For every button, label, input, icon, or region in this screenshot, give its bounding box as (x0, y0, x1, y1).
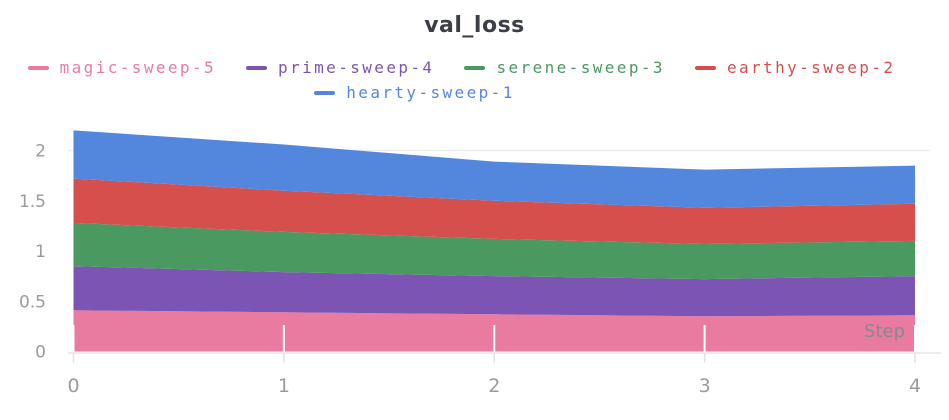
legend-item-earthy-sweep-2[interactable]: earthy-sweep-2 (694, 58, 896, 77)
area-prime-sweep-4 (73, 266, 915, 317)
x-tick-label: 1 (278, 375, 290, 397)
x-tick-label: 2 (488, 375, 500, 397)
legend-label: hearty-sweep-1 (346, 83, 515, 102)
area-hearty-sweep-1 (73, 130, 915, 208)
x-axis-title: Step (864, 321, 905, 342)
legend-label: earthy-sweep-2 (726, 58, 896, 77)
x-tick-label: 4 (909, 375, 921, 397)
legend-line-swatch-icon (27, 65, 49, 70)
chart-title: val_loss (424, 13, 525, 38)
legend-line-swatch-icon (246, 65, 268, 70)
legend-line-swatch-icon (464, 65, 486, 70)
legend-label: serene-sweep-3 (496, 58, 665, 77)
legend-item-magic-sweep-5[interactable]: magic-sweep-5 (27, 58, 217, 77)
chart-legend: magic-sweep-5 prime-sweep-4 serene-sweep… (0, 58, 949, 102)
legend-line-swatch-icon (694, 65, 716, 70)
y-tick-label: 1 (35, 242, 46, 262)
y-tick-label: 0 (35, 343, 46, 363)
legend-label: magic-sweep-5 (59, 58, 217, 77)
legend-item-hearty-sweep-1[interactable]: hearty-sweep-1 (314, 83, 514, 102)
legend-item-serene-sweep-3[interactable]: serene-sweep-3 (464, 58, 664, 77)
legend-line-swatch-icon (314, 90, 336, 95)
x-tick-label: 3 (699, 375, 711, 397)
legend-row-2: hearty-sweep-1 (314, 83, 514, 102)
y-tick-label: 2 (35, 142, 46, 162)
area-earthy-sweep-2 (73, 178, 915, 244)
y-tick-label: 0.5 (19, 292, 46, 312)
area-serene-sweep-3 (73, 222, 915, 280)
legend-label: prime-sweep-4 (278, 58, 435, 77)
legend-row-1: magic-sweep-5 prime-sweep-4 serene-sweep… (27, 58, 896, 77)
legend-item-prime-sweep-4[interactable]: prime-sweep-4 (246, 58, 434, 77)
x-tick-label: 0 (67, 375, 79, 397)
y-tick-label: 1.5 (19, 192, 46, 212)
